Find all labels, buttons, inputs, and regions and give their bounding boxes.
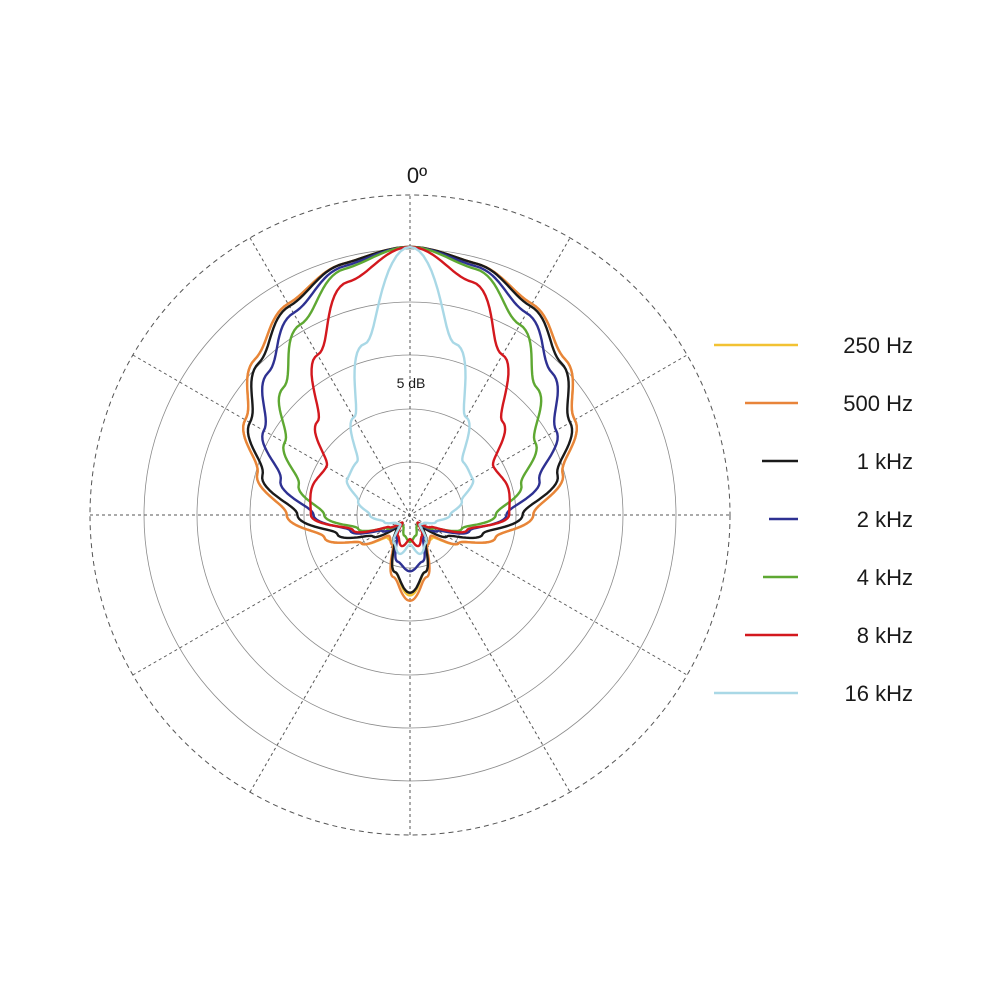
- legend-label: 250 Hz: [843, 333, 913, 358]
- outer-ring: [89, 194, 731, 836]
- legend-label: 1 kHz: [857, 449, 913, 474]
- legend-label: 500 Hz: [843, 391, 913, 416]
- series-line-16-khz: [345, 245, 475, 556]
- polar-grid: [89, 194, 731, 836]
- ring-label: 5 dB: [397, 375, 426, 391]
- grid-ring: [196, 301, 624, 729]
- legend-label: 4 kHz: [857, 565, 913, 590]
- legend-label: 2 kHz: [857, 507, 913, 532]
- legend-label: 8 kHz: [857, 623, 913, 648]
- polar-series: [242, 245, 578, 602]
- legend-label: 16 kHz: [845, 681, 913, 706]
- angle-label-0: 0º: [407, 163, 427, 188]
- legend: 250 Hz 500 Hz 1 kHz 2 kHz 4 kHz 8 kHz 16 kHz: [714, 333, 913, 706]
- grid-spoke: [249, 237, 571, 793]
